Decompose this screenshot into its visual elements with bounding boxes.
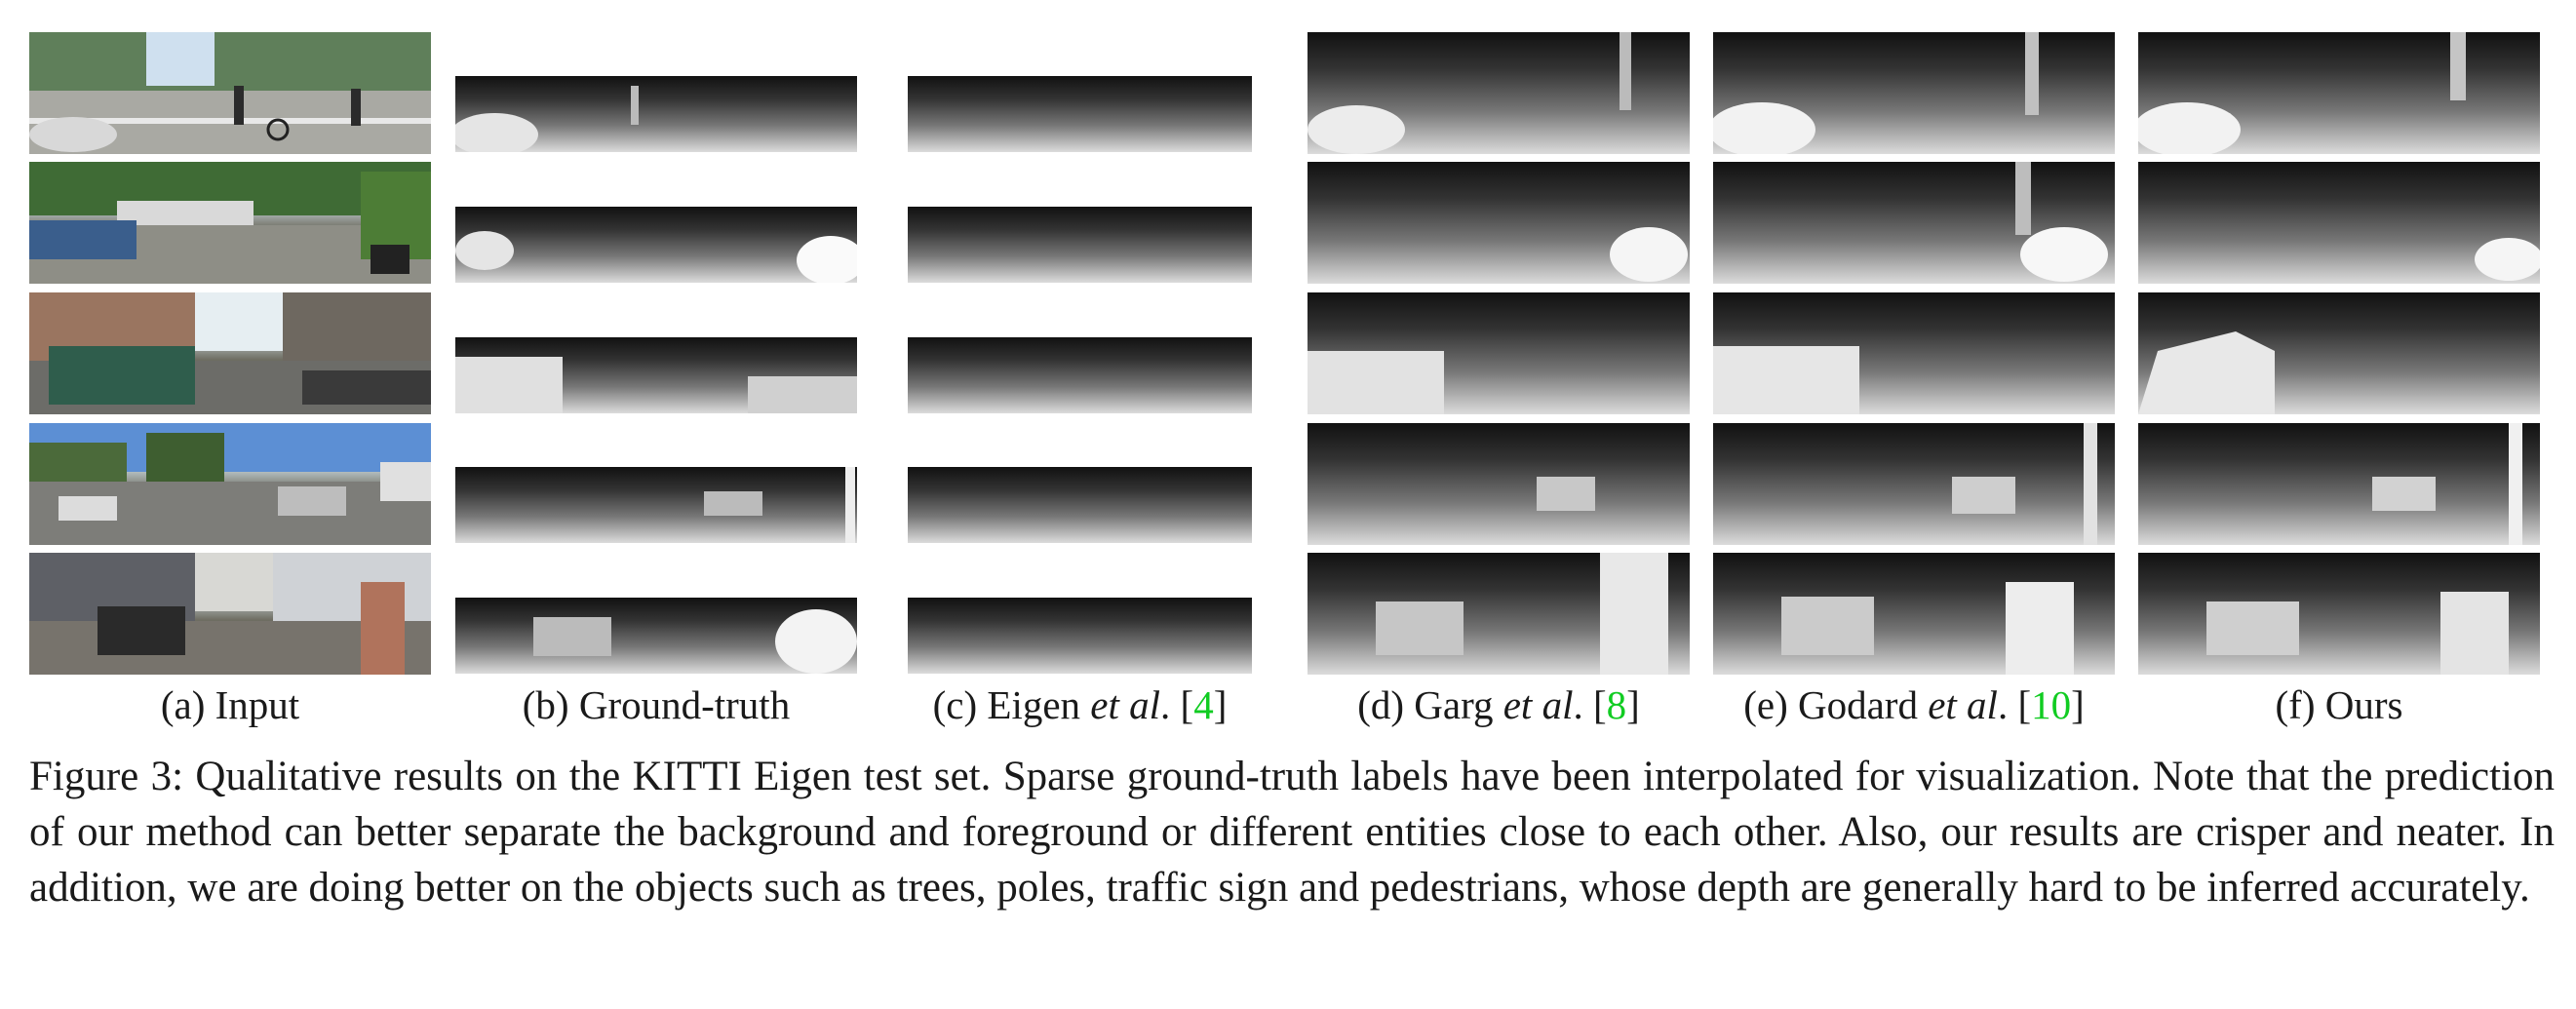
ours-prediction-row-4 xyxy=(2138,423,2540,545)
ours-prediction-row-3 xyxy=(2138,292,2540,414)
eigen-prediction-row-1 xyxy=(908,76,1252,152)
ours-prediction-row-1 xyxy=(2138,32,2540,154)
eigen-prediction-row-4 xyxy=(908,467,1252,543)
garg-prediction-row-4 xyxy=(1308,423,1690,545)
subcaption-ours: (f) Ours xyxy=(2275,682,2403,727)
eigen-prediction-row-5 xyxy=(908,598,1252,674)
figure-caption: Figure 3: Qualitative results on the KIT… xyxy=(29,754,2555,911)
input-image-row-5 xyxy=(29,553,431,675)
godard-prediction-row-4 xyxy=(1713,423,2115,545)
godard-prediction-row-3 xyxy=(1713,292,2115,414)
input-image-row-3 xyxy=(29,292,431,414)
citation-link-8[interactable]: 8 xyxy=(1606,682,1627,727)
ground-truth-row-3 xyxy=(455,337,857,413)
ours-prediction-row-5 xyxy=(2138,553,2540,675)
subcaption-eigen: (c) Eigen et al. [4] xyxy=(932,682,1228,727)
citation-link-10[interactable]: 10 xyxy=(2031,682,2072,727)
input-image-row-1 xyxy=(29,32,431,154)
ground-truth-row-4 xyxy=(455,467,857,543)
garg-prediction-row-2 xyxy=(1308,162,1690,284)
subcaption-input: (a) Input xyxy=(160,682,300,727)
citation-link-4[interactable]: 4 xyxy=(1193,682,1214,727)
input-image-row-4 xyxy=(29,423,431,545)
garg-prediction-row-1 xyxy=(1308,32,1690,154)
garg-prediction-row-5 xyxy=(1308,553,1690,675)
ground-truth-row-5 xyxy=(455,598,857,674)
input-image-row-2 xyxy=(29,162,431,284)
subcaption-godard: (e) Godard et al. [10] xyxy=(1743,682,2085,727)
subcaption-ground-truth: (b) Ground-truth xyxy=(522,682,791,727)
eigen-prediction-row-2 xyxy=(908,207,1252,283)
garg-prediction-row-3 xyxy=(1308,292,1690,414)
eigen-prediction-row-3 xyxy=(908,337,1252,413)
godard-prediction-row-5 xyxy=(1713,553,2115,675)
ground-truth-row-2 xyxy=(455,207,857,283)
godard-prediction-row-1 xyxy=(1713,32,2115,154)
ours-prediction-row-2 xyxy=(2138,162,2540,284)
subcaption-garg: (d) Garg et al. [8] xyxy=(1357,682,1640,727)
ground-truth-row-1 xyxy=(455,76,857,152)
godard-prediction-row-2 xyxy=(1713,162,2115,284)
